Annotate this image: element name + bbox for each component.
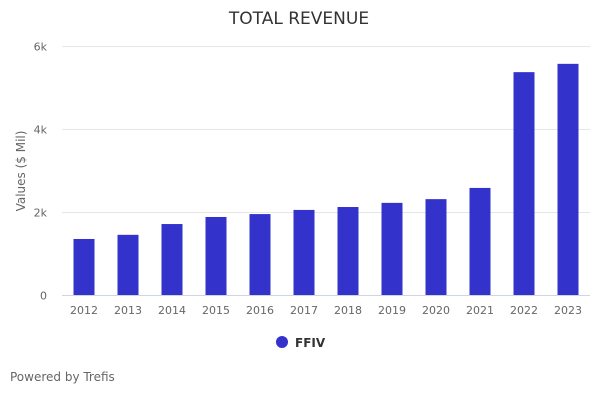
bar-2015[interactable] (205, 216, 227, 295)
y-tick-label: 4k (34, 124, 48, 137)
x-tick-label: 2012 (70, 304, 98, 317)
bar-2022[interactable] (513, 72, 535, 296)
x-tick-label: 2014 (158, 304, 186, 317)
bar-2018[interactable] (337, 207, 359, 295)
bar-2023[interactable] (557, 63, 579, 295)
y-tick-label: 6k (34, 41, 48, 54)
legend[interactable]: FFIV (276, 336, 326, 350)
x-tick-label: 2019 (378, 304, 406, 317)
bar-2021[interactable] (469, 187, 491, 295)
gridlines (62, 46, 590, 213)
powered-by-credit[interactable]: Powered by Trefis (10, 370, 115, 384)
x-tick-label: 2017 (290, 304, 318, 317)
x-tick-label: 2013 (114, 304, 142, 317)
bar-2017[interactable] (293, 209, 315, 295)
chart-title: TOTAL REVENUE (228, 9, 369, 29)
x-tick-label: 2022 (510, 304, 538, 317)
bars (73, 63, 579, 296)
legend-label[interactable]: FFIV (295, 336, 326, 350)
y-tick-label: 0 (40, 290, 47, 303)
x-axis-ticks: 2012 2013 2014 2015 2016 2017 2018 2019 2020 2021… (70, 304, 582, 317)
y-axis-label: Values ($ Mil) (14, 131, 28, 212)
bar-2014[interactable] (161, 224, 183, 295)
y-tick-label: 2k (34, 207, 48, 220)
y-axis-ticks: 0 2k 4k 6k (34, 41, 48, 303)
bar-2013[interactable] (117, 234, 139, 295)
legend-marker-icon (276, 336, 288, 348)
x-tick-label: 2016 (246, 304, 274, 317)
x-tick-label: 2020 (422, 304, 450, 317)
x-tick-label: 2018 (334, 304, 362, 317)
x-tick-label: 2023 (554, 304, 582, 317)
bar-2016[interactable] (249, 214, 271, 295)
x-tick-label: 2021 (466, 304, 494, 317)
bar-2019[interactable] (381, 202, 403, 295)
x-tick-label: 2015 (202, 304, 230, 317)
bar-2012[interactable] (73, 238, 95, 295)
bar-2020[interactable] (425, 199, 447, 295)
